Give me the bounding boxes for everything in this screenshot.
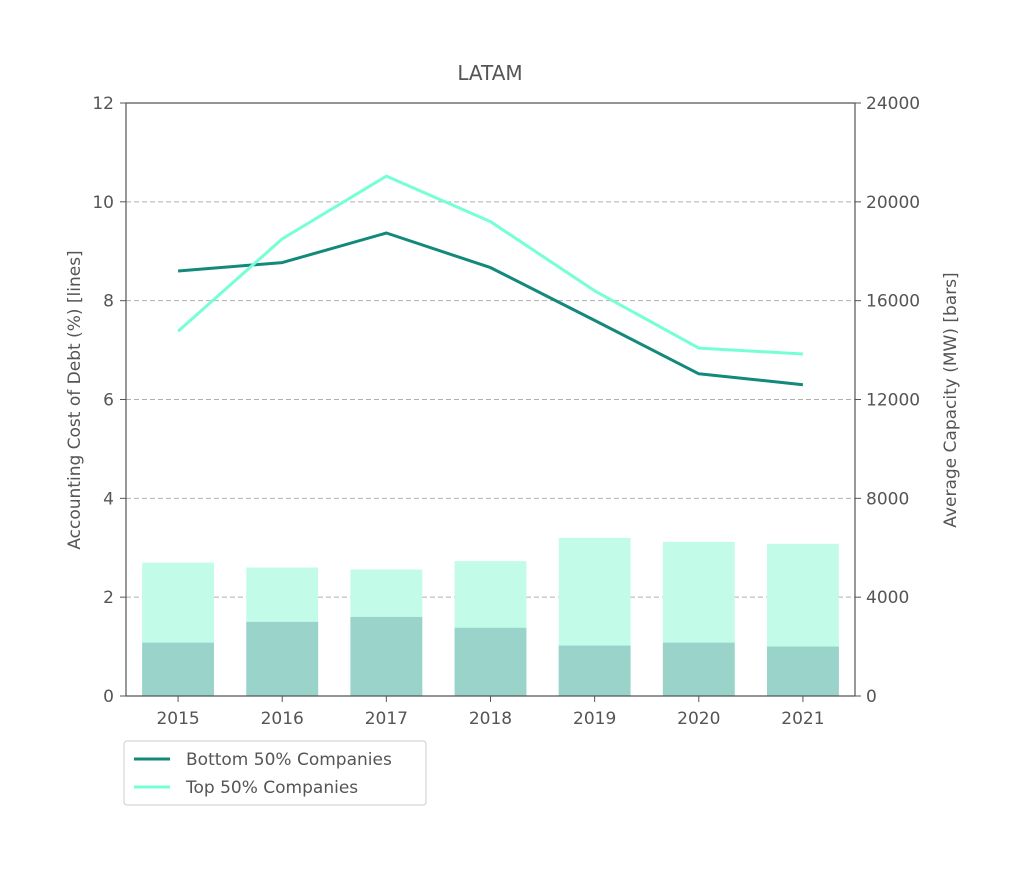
left-axis-label: Accounting Cost of Debt (%) [lines] — [65, 250, 85, 549]
right-tick-label: 24000 — [866, 94, 920, 114]
left-tick-label: 10 — [92, 193, 114, 213]
bar-bottom-2019 — [558, 645, 631, 696]
right-tick-label: 4000 — [866, 588, 909, 608]
left-tick-label: 4 — [103, 489, 114, 509]
right-tick-label: 20000 — [866, 193, 920, 213]
bar-bottom-2017 — [350, 616, 423, 696]
left-tick-label: 12 — [92, 94, 114, 114]
bar-bottom-2016 — [246, 621, 319, 696]
left-tick-label: 6 — [103, 391, 114, 411]
bar-bottom-2018 — [454, 627, 527, 696]
lines-layer — [177, 174, 804, 387]
chart-title: LATAM — [457, 61, 522, 85]
x-tick-label: 2017 — [365, 709, 408, 729]
line-series-bottom — [177, 231, 804, 387]
right-tick-label: 12000 — [866, 391, 920, 411]
x-tick-label: 2018 — [469, 709, 512, 729]
legend: Bottom 50% Companies Top 50% Companies — [123, 740, 427, 806]
x-tick-label: 2015 — [156, 709, 199, 729]
right-tick-label: 0 — [866, 687, 877, 707]
bars-layer — [142, 537, 839, 696]
legend-label-top: Top 50% Companies — [185, 778, 358, 798]
bar-bottom-2021 — [766, 646, 839, 696]
right-tick-label: 8000 — [866, 489, 909, 509]
right-axis-ticks: 0 4000 8000 12000 16000 20000 24000 — [855, 94, 920, 707]
x-tick-label: 2021 — [781, 709, 824, 729]
bar-bottom-2020 — [662, 642, 735, 696]
bar-bottom-2015 — [142, 642, 215, 696]
legend-label-bottom: Bottom 50% Companies — [186, 750, 392, 770]
x-tick-label: 2016 — [261, 709, 304, 729]
x-tick-label: 2019 — [573, 709, 616, 729]
grid-lines — [126, 201, 855, 598]
left-axis-ticks: 0 2 4 6 8 10 12 — [92, 94, 126, 707]
left-tick-label: 2 — [103, 588, 114, 608]
x-axis-ticks: 2015 2016 2017 2018 2019 2020 2021 — [156, 696, 825, 729]
right-tick-label: 16000 — [866, 292, 920, 312]
right-axis-label: Average Capacity (MW) [bars] — [941, 272, 961, 527]
left-tick-label: 0 — [103, 687, 114, 707]
x-tick-label: 2020 — [677, 709, 720, 729]
line-series-top — [177, 174, 803, 356]
left-tick-label: 8 — [103, 292, 114, 312]
legend-box — [123, 740, 427, 806]
